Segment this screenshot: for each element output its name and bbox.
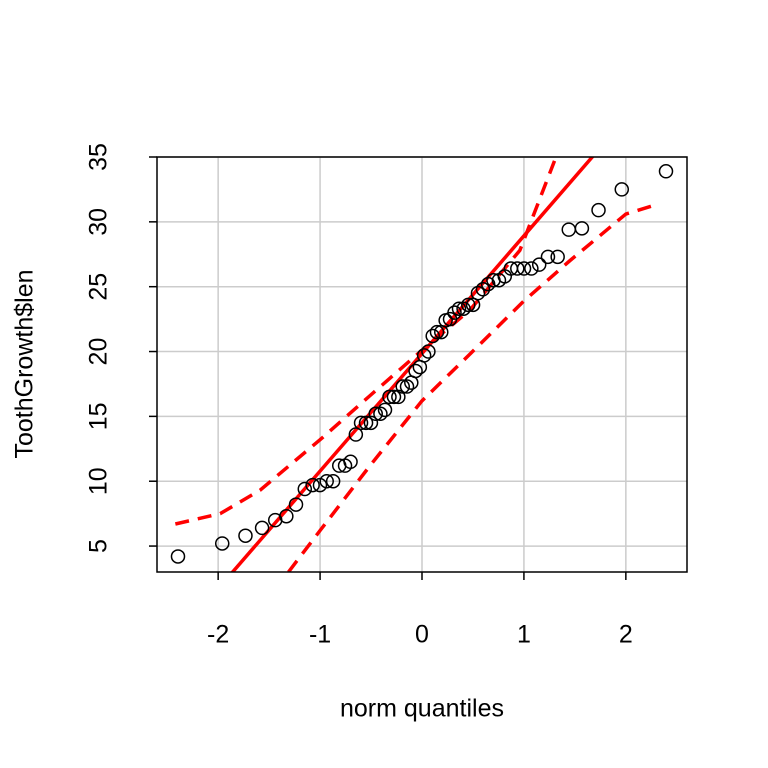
point (319, 473, 334, 489)
point (416, 348, 432, 363)
point (305, 477, 320, 493)
point (170, 549, 186, 564)
point (461, 297, 476, 313)
y-tick-label: 10 (85, 467, 113, 495)
points (170, 164, 674, 564)
point (297, 481, 313, 497)
point (368, 406, 383, 422)
point (510, 261, 525, 276)
point (348, 427, 364, 442)
x-tick-label: 2 (619, 621, 633, 649)
point (531, 257, 547, 272)
y-tick-label: 20 (85, 338, 113, 366)
point (399, 379, 415, 394)
point (429, 324, 445, 340)
point (382, 389, 397, 405)
point (214, 536, 230, 551)
point (561, 222, 577, 237)
point (288, 497, 304, 512)
point (254, 520, 270, 536)
point (475, 282, 491, 297)
point (574, 221, 590, 236)
point (279, 508, 294, 524)
y-tick-label: 30 (85, 208, 113, 236)
point (614, 182, 630, 197)
point (343, 454, 358, 470)
y-tick-label: 25 (85, 273, 113, 301)
point (447, 305, 462, 320)
point (524, 261, 539, 276)
point (470, 285, 486, 301)
point (358, 415, 374, 431)
point (421, 344, 436, 359)
x-tick-label: -2 (207, 621, 229, 649)
point (591, 202, 606, 218)
point (408, 363, 423, 379)
x-axis-label: norm quantiles (340, 695, 504, 723)
point (550, 249, 565, 265)
grid (157, 156, 687, 572)
point (451, 301, 467, 316)
x-tick-label: 1 (517, 621, 531, 649)
point (456, 301, 471, 316)
point (516, 261, 532, 276)
confidence-band (287, 202, 660, 572)
point (658, 164, 674, 179)
y-axis-label: ToothGrowth$len (11, 269, 39, 458)
point (377, 402, 393, 418)
y-tick-label: 35 (85, 143, 113, 171)
x-tick-label: 0 (415, 621, 429, 649)
point (395, 379, 410, 394)
point (373, 406, 388, 422)
point (386, 389, 402, 405)
point (540, 249, 556, 265)
y-tick-label: 15 (85, 402, 113, 430)
y-tick-label: 5 (85, 539, 113, 553)
point (238, 528, 253, 543)
point (325, 473, 341, 489)
x-tick-label: -1 (309, 621, 331, 649)
point (425, 328, 440, 344)
point (363, 415, 379, 431)
point (353, 415, 369, 431)
